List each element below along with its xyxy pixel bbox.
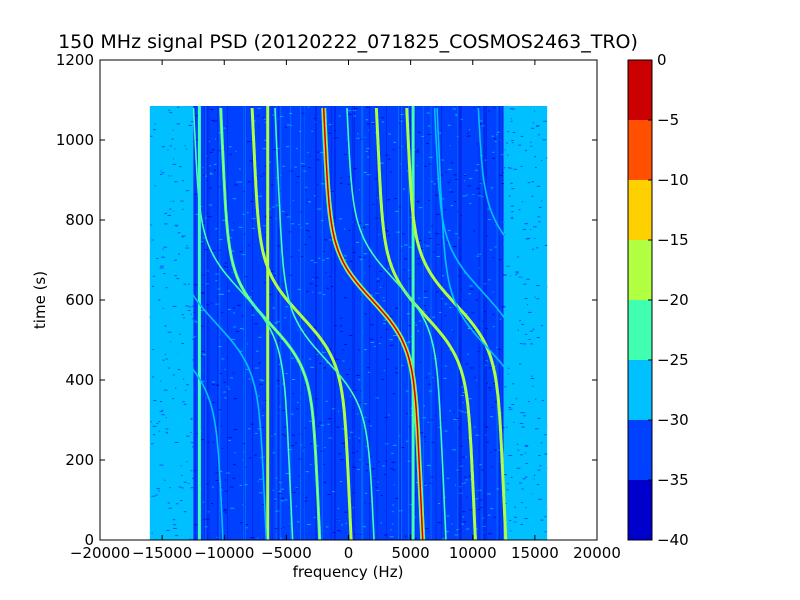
colorbar-axis: 0 −5 −10 −15 −20 −25 −30 −35 −40 [648,51,689,549]
y-tick-label: 1000 [56,131,94,149]
doppler-curve [274,107,375,540]
x-tick-label: 15000 [511,544,559,562]
y-tick-label: 800 [65,211,94,229]
colorbar-tick-label: −10 [657,171,689,189]
colorbar [627,59,653,541]
x-tick-label: 0 [344,544,354,562]
colorbar-segment [628,180,652,240]
colorbar-tick-label: 0 [657,51,667,69]
colorbar-segment [628,420,652,480]
carrier-line [197,106,201,540]
colorbar-tick-label: −5 [657,111,679,129]
doppler-curve [436,107,537,540]
x-tick-label: 5000 [392,544,430,562]
y-axis-label: time (s) [31,271,49,329]
doppler-curve [149,315,224,540]
colorbar-tick-label: −20 [657,291,689,309]
doppler-curve [477,107,548,289]
heatmap-region [261,106,504,540]
colorbar-tick-label: −35 [657,471,689,489]
y-tick-label: 1200 [56,51,94,69]
colorbar-segment [628,120,652,180]
y-tick-label: 200 [65,451,94,469]
x-tick-label: −5000 [261,544,312,562]
doppler-curve [322,107,424,540]
carrier-line [411,106,415,540]
doppler-curve [166,107,268,540]
colorbar-segment [628,240,652,300]
x-axis-label: frequency (Hz) [293,563,404,581]
x-tick-label: 20000 [573,544,621,562]
y-tick-label: 400 [65,371,94,389]
x-tick-label: −20000 [70,544,130,562]
heatmap-region [149,106,194,540]
colorbar-segment [628,360,652,420]
y-tick-label: 0 [84,531,94,549]
y-axis: 0 200 400 600 800 1000 1200 [56,51,597,549]
x-tick-label: 10000 [449,544,497,562]
heatmap-region [503,106,548,540]
colorbar-tick-label: −30 [657,411,689,429]
colorbar-tick-label: −40 [657,531,689,549]
x-axis: −20000 −15000 −10000 −5000 0 5000 10000 15000 20… [70,60,621,562]
colorbar-tick-label: −15 [657,231,689,249]
doppler-curve [192,107,294,540]
heatmap-region [193,106,262,540]
y-tick-label: 600 [65,291,94,309]
doppler-curve [346,107,447,540]
chart-title: 150 MHz signal PSD (20120222_071825_COSM… [58,31,638,53]
colorbar-segment [628,300,652,360]
doppler-curve [433,107,535,540]
x-tick-label: −15000 [132,544,192,562]
colorbar-tick-label: −25 [657,351,689,369]
colorbar-segment [628,480,652,540]
x-tick-label: −10000 [194,544,254,562]
heatmap-layer [149,106,548,540]
colorbar-segment [628,60,652,120]
